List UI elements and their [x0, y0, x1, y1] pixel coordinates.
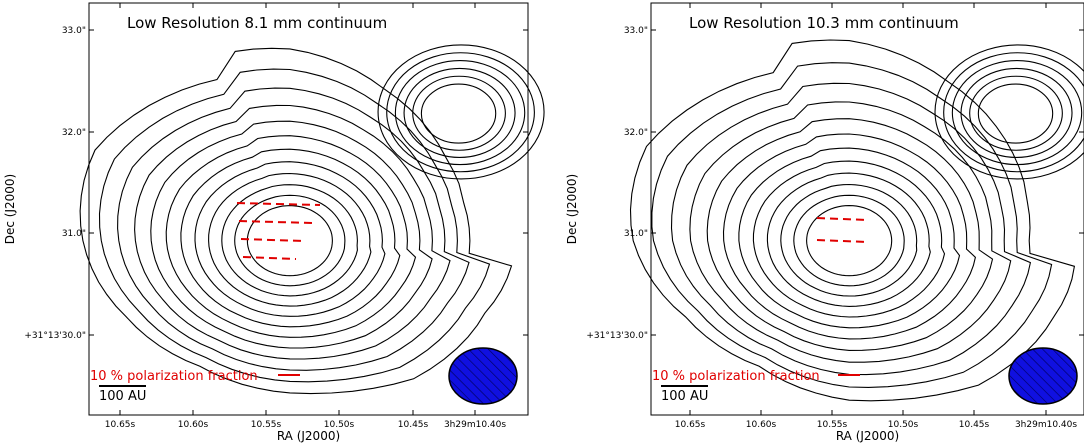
y-tick-label: 32.0"	[624, 128, 648, 138]
polarization-vector-row	[236, 202, 321, 206]
contour-line	[165, 135, 417, 338]
contour-line	[117, 87, 470, 371]
contour-set	[79, 47, 513, 395]
y-axis-label: Dec (J2000)	[565, 174, 579, 244]
contour-line	[246, 205, 333, 277]
contour-line	[412, 75, 506, 151]
x-tick-label: 10.50s	[324, 420, 355, 430]
x-tick-label: 10.50s	[888, 420, 919, 430]
polarization-vectors	[816, 217, 869, 243]
contour-line	[394, 60, 526, 166]
y-tick-label: 32.0"	[62, 128, 86, 138]
contour-line	[934, 44, 1084, 180]
contour-line	[951, 60, 1083, 166]
y-tick-label: 33.0"	[624, 26, 648, 36]
polarization-vector-row	[816, 217, 869, 221]
y-tick-label: +31°13'30.0"	[586, 331, 648, 341]
polarization-vector-row	[816, 239, 869, 243]
contour-line	[969, 75, 1063, 151]
polarization-vectors	[236, 202, 321, 260]
contour-line	[651, 62, 1053, 388]
x-tick-label: 10.45s	[398, 420, 429, 430]
contour-line	[738, 147, 961, 329]
x-tick-label: 10.55s	[817, 420, 848, 430]
y-axis-label: Dec (J2000)	[3, 174, 17, 244]
contour-line	[689, 101, 1012, 363]
x-tick-label: 10.65s	[675, 420, 706, 430]
contour-line	[79, 47, 513, 395]
contour-line	[752, 160, 946, 318]
beam-ellipse	[448, 347, 518, 405]
x-tick-label: 10.60s	[746, 420, 777, 430]
polarization-vector-row	[240, 238, 305, 242]
contour-line	[722, 133, 977, 340]
x-tick-label: 10.55s	[251, 420, 282, 430]
contour-line	[377, 44, 545, 180]
y-tick-label: +31°13'30.0"	[24, 331, 86, 341]
contour-line	[134, 104, 451, 360]
contour-line	[221, 184, 358, 297]
x-tick-label: 10.60s	[178, 420, 209, 430]
plot-frame	[650, 2, 1084, 416]
x-tick-label: 3h29m10.40s	[1015, 420, 1077, 430]
x-axis-label: RA (J2000)	[836, 429, 899, 443]
contour-line	[670, 82, 1032, 376]
contour-line	[706, 118, 994, 351]
x-tick-label: 3h29m10.40s	[444, 420, 506, 430]
contour-line	[766, 172, 931, 307]
x-axis-label: RA (J2000)	[277, 429, 340, 443]
chart-title: Low Resolution 8.1 mm continuum	[127, 14, 387, 32]
panel-8mm: Low Resolution 8.1 mm continuum RA (J200…	[3, 2, 545, 443]
contour-line	[208, 172, 372, 307]
y-tick-label: 33.0"	[62, 26, 86, 36]
contour-line	[780, 183, 918, 297]
x-tick-label: 10.45s	[959, 420, 990, 430]
contour-line	[960, 67, 1073, 158]
contour-line	[180, 148, 401, 328]
polarization-legend-label: 10 % polarization fraction	[90, 369, 258, 384]
axis-ticks	[651, 3, 1084, 415]
contour-line	[420, 83, 497, 144]
contour-line	[403, 67, 516, 158]
polarization-vector-row	[242, 256, 297, 260]
panel-10mm: Low Resolution 10.3 mm continuum RA (J20…	[565, 2, 1084, 443]
contour-line	[943, 52, 1084, 173]
contour-line	[977, 83, 1054, 144]
secondary-contour-set	[377, 44, 545, 180]
contour-line	[98, 68, 491, 383]
x-tick-label: 10.65s	[105, 420, 136, 430]
contour-line	[150, 120, 433, 349]
scale-bar-label: 100 AU	[661, 389, 708, 404]
contour-set	[629, 39, 1076, 402]
y-tick-label: 31.0"	[624, 229, 648, 239]
y-tick-label: 31.0"	[62, 229, 86, 239]
beam-ellipse	[1008, 347, 1078, 405]
scale-bar-label: 100 AU	[99, 389, 146, 404]
contour-line	[194, 161, 386, 317]
contour-line	[806, 205, 893, 277]
secondary-contour-set	[934, 44, 1084, 180]
polarization-vector-row	[238, 220, 313, 224]
axis-ticks	[89, 3, 528, 415]
chart-title: Low Resolution 10.3 mm continuum	[689, 14, 959, 32]
contour-line	[793, 194, 905, 287]
plot-frame	[88, 2, 529, 416]
contour-line	[386, 52, 535, 173]
polarization-legend-label: 10 % polarization fraction	[652, 369, 820, 384]
contour-line	[234, 194, 346, 287]
contour-line	[629, 39, 1076, 402]
